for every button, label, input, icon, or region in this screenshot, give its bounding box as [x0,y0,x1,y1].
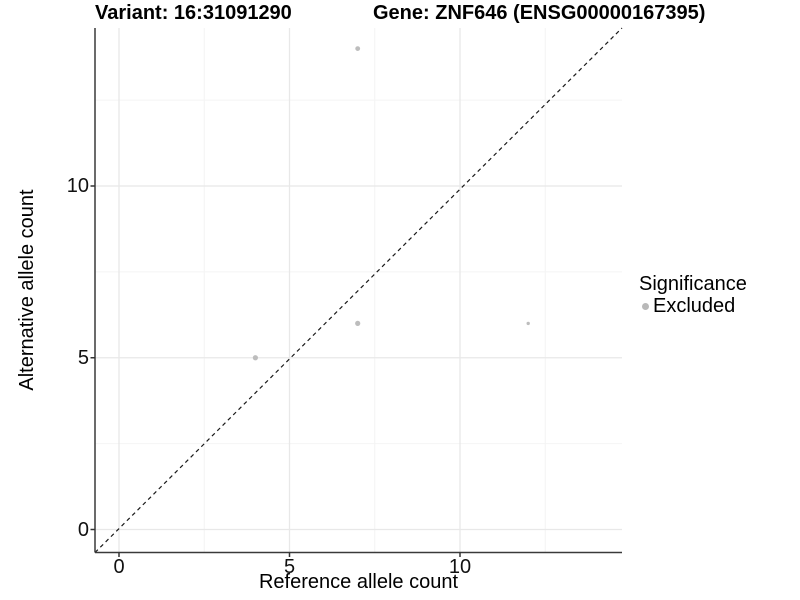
x-axis-label: Reference allele count [258,571,458,593]
legend-point-icon [642,302,649,310]
legend-item-excluded: Excluded [637,295,747,317]
plot-title-gene: Gene: ZNF646 (ENSG00000167395) [373,2,706,24]
plot-title-variant: Variant: 16:31091290 [95,2,292,24]
data-point [355,46,361,51]
legend-item-label: Excluded [653,295,736,317]
identity-line [94,27,623,553]
y-tick-label: 10 [66,175,89,197]
x-tick-label: 10 [448,556,472,578]
y-tick-label: 0 [77,518,89,541]
data-point [252,355,258,361]
legend-title: Significance [639,273,747,295]
legend: Significance Excluded [637,273,747,317]
data-point [526,321,530,326]
x-tick-label: 0 [113,556,125,578]
x-tick-label: 5 [283,556,296,578]
y-tick-label: 5 [77,346,89,369]
data-point [355,320,361,326]
